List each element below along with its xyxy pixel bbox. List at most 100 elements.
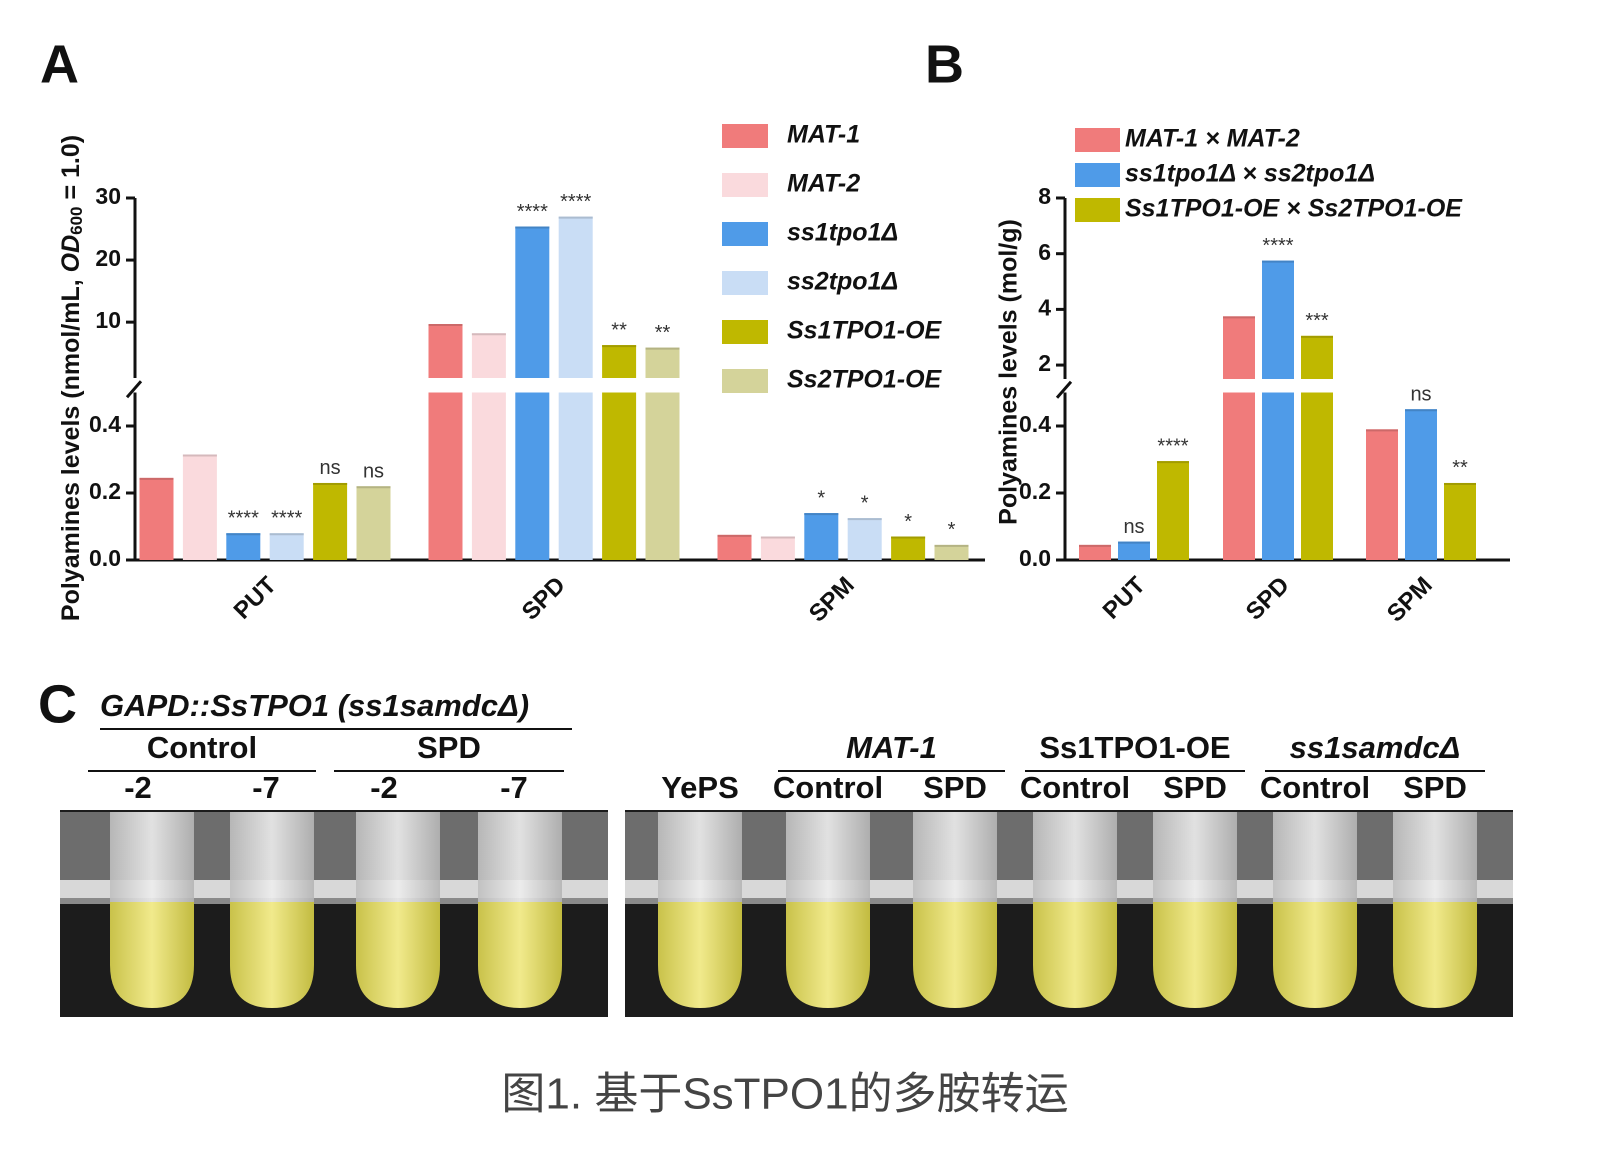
tube-top [1153, 812, 1237, 902]
tube-liquid [230, 902, 314, 1008]
y-tick-label: 30 [95, 183, 121, 209]
x-tick-label: SPD [1241, 572, 1295, 626]
tube-liquid [913, 902, 997, 1008]
legend-swatch [1075, 163, 1120, 187]
tube-top [658, 812, 742, 902]
bar-lower [1262, 392, 1294, 560]
legend-label: Ss1TPO1-OE × Ss2TPO1-OE [1125, 195, 1463, 223]
significance-label: ns [1410, 384, 1431, 406]
legend-swatch [722, 271, 768, 295]
tube-top [786, 812, 870, 902]
bar-upper [1223, 316, 1255, 379]
tube-liquid [786, 902, 870, 1008]
y-tick-label: 0.2 [1019, 478, 1051, 504]
significance-label: ns [363, 461, 384, 483]
legend-swatch [1075, 198, 1120, 222]
y-axis-label-part: OD [57, 235, 85, 273]
lane-label: -2 [124, 770, 152, 805]
axis-break [125, 380, 143, 399]
lane-label: -7 [252, 770, 280, 805]
x-tick-label: PUT [229, 571, 282, 624]
significance-label: ** [1452, 457, 1468, 479]
tube-top [1393, 812, 1477, 902]
significance-label: ** [611, 319, 627, 341]
x-tick-label: SPM [804, 572, 860, 628]
y-tick-label: 6 [1038, 239, 1051, 265]
lane-label: -7 [500, 770, 528, 805]
tube-top [1273, 812, 1357, 902]
y-tick-label: 8 [1038, 183, 1051, 209]
bar [356, 486, 391, 560]
tube-liquid [1393, 902, 1477, 1008]
legend-swatch [722, 320, 768, 344]
x-tick-label: PUT [1098, 571, 1151, 624]
lane-label: Control [773, 770, 883, 805]
bar [313, 482, 348, 560]
y-tick-label: 10 [95, 307, 121, 333]
tube-top [478, 812, 562, 902]
bar [804, 513, 839, 560]
significance-label: * [817, 487, 825, 509]
bar-lower [558, 392, 593, 560]
bar [1118, 541, 1150, 560]
y-tick-label: 0.4 [1019, 411, 1051, 437]
legend-label: Ss2TPO1-OE [787, 366, 943, 394]
lane-label: SPD [923, 770, 987, 805]
bar [717, 534, 752, 560]
y-tick-label: 0.0 [1019, 545, 1051, 571]
lane-label: YePS [661, 770, 739, 805]
legend-swatch [722, 369, 768, 393]
bar-upper [1262, 260, 1294, 379]
bar [760, 536, 795, 560]
legend-swatch [1075, 128, 1120, 152]
panel-label: C [38, 674, 77, 734]
group-label: Ss1TPO1-OE [1039, 730, 1230, 765]
bar [139, 477, 174, 560]
tube-top [913, 812, 997, 902]
bar-lower [471, 392, 506, 560]
significance-label: * [904, 511, 912, 533]
bar-upper [1301, 335, 1333, 379]
caption: 图1. 基于SsTPO1的多胺转运 [501, 1070, 1068, 1119]
legend-label: MAT-2 [787, 170, 860, 198]
group-label: MAT-1 [846, 730, 937, 765]
significance-label: **** [271, 507, 302, 529]
bar-lower [602, 392, 637, 560]
rack-edge [60, 898, 608, 904]
group-label: Control [147, 730, 257, 765]
panel-label: B [925, 34, 964, 94]
bar-upper [428, 324, 463, 378]
bar-lower [1223, 392, 1255, 560]
legend-label: ss2tpo1Δ [787, 268, 898, 296]
tube-top [230, 812, 314, 902]
bar-lower [645, 392, 680, 560]
y-axis-label-part: = 1.0) [57, 135, 85, 207]
legend-swatch [722, 173, 768, 197]
significance-label: ** [655, 322, 671, 344]
bar-lower [515, 392, 550, 560]
tube-liquid [658, 902, 742, 1008]
y-tick-label: 0.2 [89, 478, 121, 504]
tube-top [110, 812, 194, 902]
bar [1366, 429, 1398, 560]
lane-label: Control [1020, 770, 1130, 805]
bar [226, 533, 261, 560]
tube-liquid [356, 902, 440, 1008]
tube-liquid [1273, 902, 1357, 1008]
significance-label: **** [517, 201, 548, 223]
lane-label: -2 [370, 770, 398, 805]
bar [182, 454, 217, 560]
lane-label: Control [1260, 770, 1370, 805]
tube-top [1033, 812, 1117, 902]
bar-upper [515, 226, 550, 378]
y-tick-label: 0.0 [89, 545, 121, 571]
tube-liquid [1153, 902, 1237, 1008]
group-label: ss1samdcΔ [1290, 730, 1461, 765]
tube-top [356, 812, 440, 902]
bar-lower [1301, 392, 1333, 560]
legend-label: ss1tpo1Δ × ss2tpo1Δ [1125, 160, 1375, 188]
tube-liquid [478, 902, 562, 1008]
y-tick-label: 2 [1038, 350, 1051, 376]
panel-label: A [40, 34, 79, 94]
